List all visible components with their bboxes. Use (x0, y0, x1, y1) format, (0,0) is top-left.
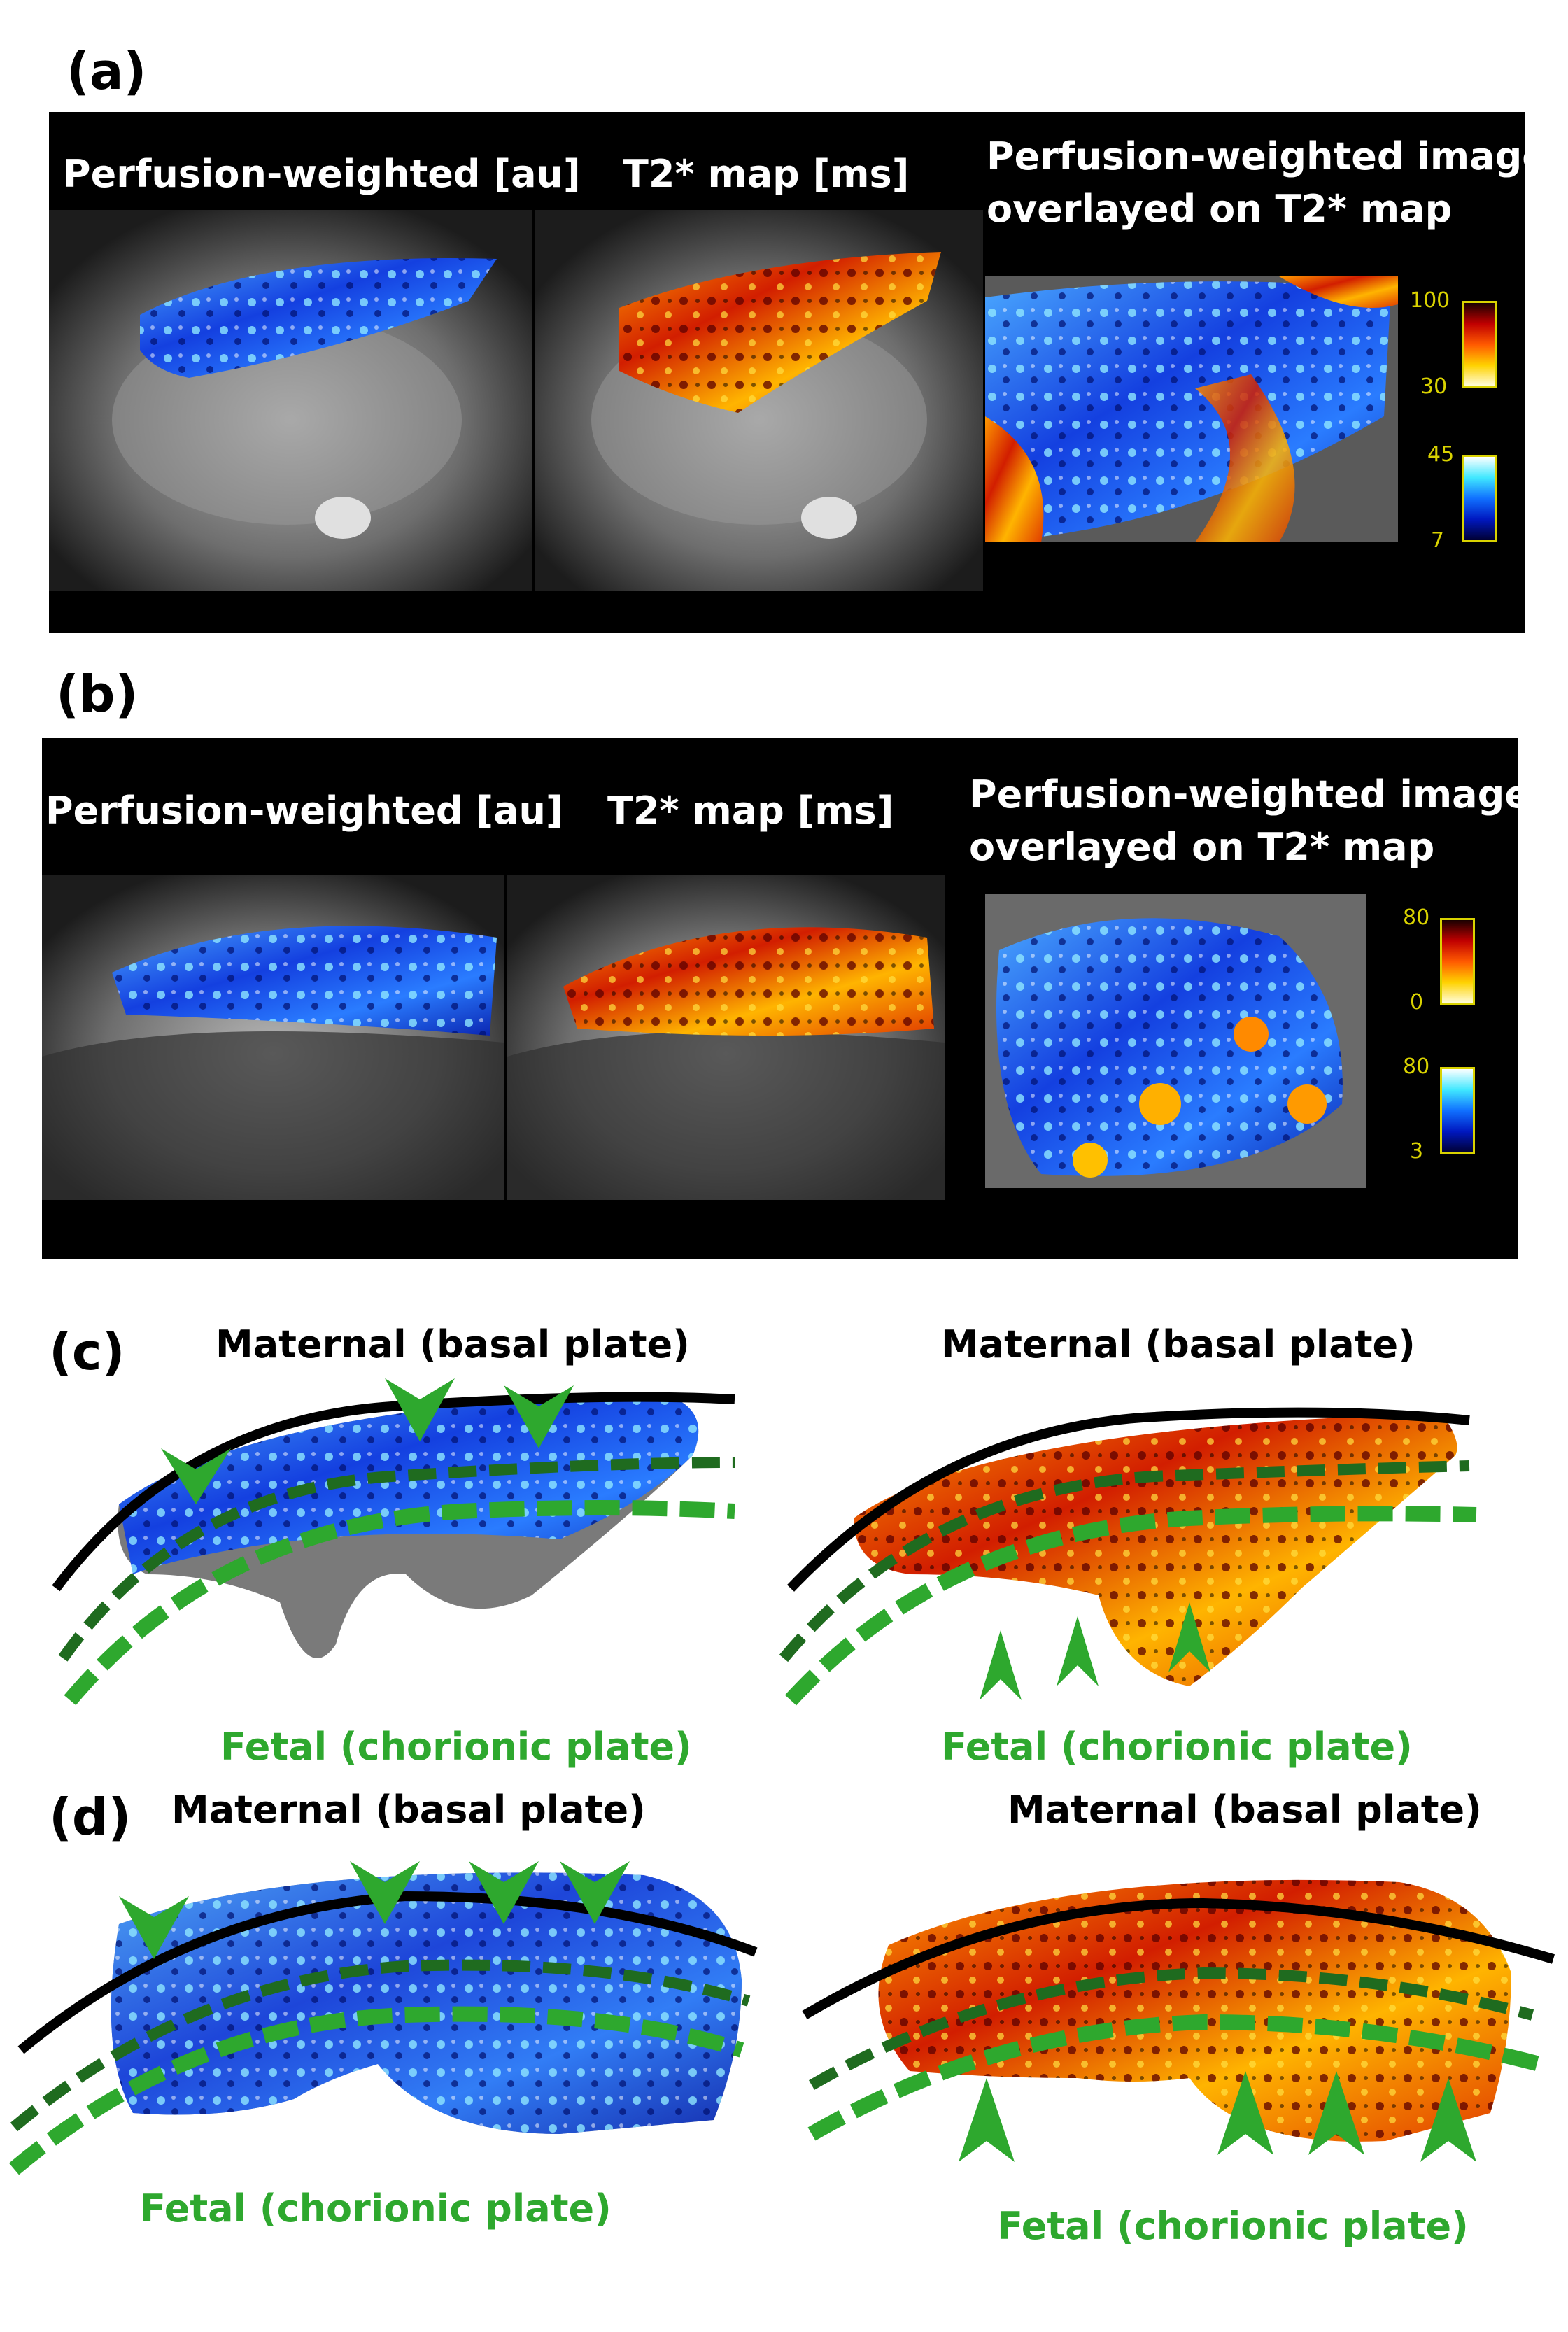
panel-a-perfusion-title: Perfusion-weighted [au] (63, 152, 581, 196)
panel-d-right-fetal-label: Fetal (chorionic plate) (997, 2204, 1469, 2248)
panel-b-t2-title: T2* map [ms] (607, 789, 894, 833)
panel-a-overlay-title-2: overlayed on T2* map (987, 187, 1453, 231)
panel-c-right-annotated-t2 (779, 1407, 1477, 1706)
panel-a-hot-min: 30 (1420, 374, 1448, 399)
panel-d-left-annotated-perfusion (8, 1861, 758, 2175)
panel-b-hot-max: 80 (1403, 905, 1430, 930)
panel-a-perfusion-image (49, 210, 532, 591)
panel-b-overlay-image (985, 894, 1366, 1188)
panel-c-right-maternal-label: Maternal (basal plate) (941, 1322, 1415, 1366)
panel-c-left-annotated-perfusion (52, 1378, 735, 1706)
panel-a-cold-colorbar (1462, 455, 1497, 542)
panel-b-perfusion-title: Perfusion-weighted [au] (45, 789, 563, 833)
panel-d-left-maternal-label: Maternal (basal plate) (171, 1788, 646, 1832)
panel-b-t2-image (507, 875, 945, 1200)
panel-d-right-annotated-t2 (802, 1879, 1555, 2162)
panel-b-cold-min: 3 (1410, 1139, 1424, 1164)
panel-b-hot-colorbar (1440, 918, 1475, 1005)
panel-a-overlay-image (985, 276, 1398, 542)
panel-a-t2-image (535, 210, 983, 591)
panel-b-cold-max: 80 (1403, 1054, 1430, 1079)
panel-b-hot-min: 0 (1410, 990, 1424, 1015)
panel-c-label: (c) (49, 1322, 125, 1381)
panel-a-hot-colorbar (1462, 301, 1497, 388)
panel-b-perfusion-image (42, 875, 504, 1200)
panel-b-overlay-title-1: Perfusion-weighted image (969, 772, 1530, 817)
panel-b-label: (b) (56, 665, 139, 723)
panel-a-overlay-title-1: Perfusion-weighted image (987, 134, 1548, 178)
panel-a-label: (a) (66, 42, 147, 101)
panel-c-left-maternal-label: Maternal (basal plate) (216, 1322, 690, 1366)
panel-d-right-maternal-label: Maternal (basal plate) (1008, 1788, 1482, 1832)
panel-b-overlay-title-2: overlayed on T2* map (969, 825, 1435, 869)
panel-c-left-fetal-label: Fetal (chorionic plate) (220, 1725, 692, 1769)
panel-a-t2-title: T2* map [ms] (623, 152, 910, 196)
panel-d-label: (d) (49, 1788, 132, 1846)
panel-c-right-fetal-label: Fetal (chorionic plate) (941, 1725, 1413, 1769)
panel-b-cold-colorbar (1440, 1067, 1475, 1154)
panel-d-left-fetal-label: Fetal (chorionic plate) (140, 2186, 612, 2231)
panel-a-hot-max: 100 (1410, 288, 1450, 313)
panel-a-cold-min: 7 (1431, 528, 1445, 553)
panel-a-cold-max: 45 (1427, 442, 1455, 467)
